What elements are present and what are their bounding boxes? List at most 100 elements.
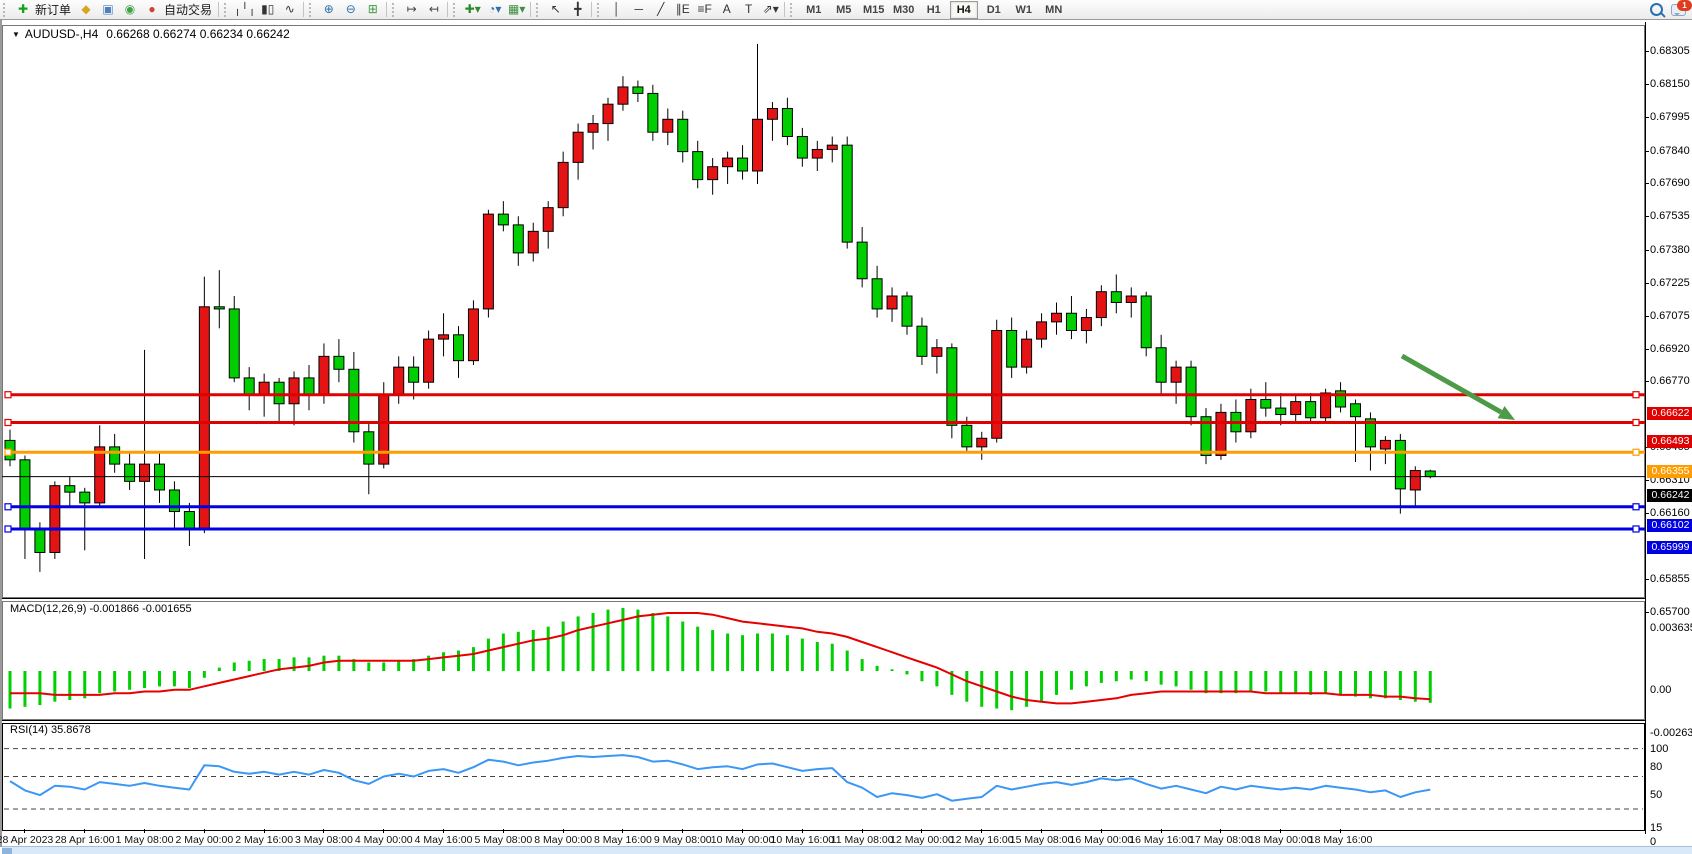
candle-body bbox=[378, 394, 390, 465]
timeframe-button-h1[interactable]: H1 bbox=[926, 3, 941, 16]
candle-body bbox=[991, 329, 1003, 439]
resistance-line-1[interactable] bbox=[4, 391, 1645, 399]
chart-window-icon[interactable]: ▣ bbox=[102, 2, 114, 16]
macd-bar bbox=[905, 671, 909, 675]
bar-chart-icon[interactable]: ╷╵╷ bbox=[234, 2, 256, 16]
fibonacci-icon[interactable]: ≡F bbox=[697, 2, 712, 16]
line-handle bbox=[1632, 391, 1640, 399]
scrollbar-thumb[interactable] bbox=[2, 848, 12, 854]
rsi-pane[interactable] bbox=[2, 723, 1645, 831]
toolbar-grip[interactable] bbox=[452, 2, 460, 17]
line-chart-icon[interactable]: ∿ bbox=[284, 2, 295, 16]
toolbar-grip[interactable] bbox=[308, 2, 316, 17]
macd-bar bbox=[770, 633, 774, 671]
candle-body bbox=[168, 489, 180, 513]
toolbar-separator bbox=[446, 2, 448, 17]
toolbar-grip[interactable] bbox=[535, 2, 543, 17]
auto-scroll-icon[interactable]: ↦ bbox=[406, 2, 417, 16]
candle-chart-icon[interactable]: ▮▯ bbox=[261, 2, 275, 16]
macd-bar bbox=[1204, 671, 1208, 694]
candle-body bbox=[198, 306, 210, 530]
candle-body bbox=[1364, 418, 1376, 448]
candle-body bbox=[453, 334, 464, 362]
shapes-icon[interactable]: ⇗▾ bbox=[762, 2, 779, 16]
toolbar-grip[interactable] bbox=[789, 2, 797, 17]
candle-body bbox=[423, 338, 435, 383]
price-chart-pane[interactable] bbox=[2, 25, 1645, 598]
candle-body bbox=[632, 86, 644, 94]
pivot-line-orange[interactable] bbox=[4, 448, 1645, 456]
timeframe-button-w1[interactable]: W1 bbox=[1015, 3, 1032, 16]
macd-pane[interactable] bbox=[2, 601, 1645, 720]
periods-icon[interactable]: ◔▾ bbox=[488, 2, 502, 16]
label-icon[interactable]: T bbox=[745, 2, 753, 16]
candle-body bbox=[811, 148, 823, 159]
vertical-line-icon[interactable]: │ bbox=[612, 2, 621, 16]
toolbar-grip[interactable] bbox=[3, 2, 10, 17]
toolbar-separator bbox=[218, 2, 220, 17]
toolbar-grip[interactable] bbox=[596, 2, 604, 17]
trend-arrow-annotation[interactable] bbox=[1400, 353, 1515, 420]
new-order-icon[interactable]: ✚ bbox=[17, 2, 29, 16]
search-icon[interactable] bbox=[1650, 3, 1663, 16]
candle-body bbox=[737, 157, 749, 172]
line-handle bbox=[4, 418, 12, 427]
candle-body bbox=[438, 334, 450, 340]
chart-shift-icon[interactable]: ↤ bbox=[428, 2, 439, 16]
quotes-icon[interactable]: ◆ bbox=[81, 2, 91, 16]
crosshair-icon[interactable]: ╋ bbox=[574, 2, 582, 16]
horizontal-scrollbar[interactable] bbox=[2, 846, 1692, 854]
autotrade-icon[interactable]: ● bbox=[148, 2, 156, 16]
support-line-1[interactable] bbox=[4, 503, 1645, 511]
toolbar-right-icons: 1 bbox=[1650, 0, 1692, 19]
signal-icon[interactable]: ◉ bbox=[124, 2, 136, 16]
symbol-dropdown-icon[interactable]: ▼ bbox=[12, 30, 20, 39]
resistance-line-2[interactable] bbox=[4, 418, 1645, 427]
timeframe-button-h4[interactable]: H4 bbox=[949, 0, 978, 19]
time-axis-label: 2 May 00:00 bbox=[175, 834, 234, 846]
cursor-icon[interactable]: ↖ bbox=[550, 2, 561, 16]
macd-bar bbox=[1069, 671, 1073, 690]
macd-bar bbox=[486, 638, 490, 671]
candle-body bbox=[1320, 392, 1332, 419]
toolbar-grip[interactable] bbox=[391, 2, 399, 17]
rsi-axis-label: 100 bbox=[1650, 742, 1669, 755]
time-axis-label: 4 May 00:00 bbox=[354, 834, 413, 846]
indicators-icon[interactable]: ✚▾ bbox=[464, 2, 481, 16]
time-axis-tick bbox=[323, 829, 324, 833]
zoom-in-icon[interactable]: ⊕ bbox=[323, 2, 334, 16]
macd-bar bbox=[1189, 671, 1193, 690]
candle-body bbox=[124, 463, 136, 482]
timeframe-button-mn[interactable]: MN bbox=[1045, 3, 1063, 16]
equidistant-channel-icon[interactable]: ∥E bbox=[675, 2, 690, 16]
zoom-out-icon[interactable]: ⊖ bbox=[345, 2, 356, 16]
chart-window[interactable]: ▼ AUDUSD-,H4 0.66268 0.66274 0.66234 0.662… bbox=[0, 19, 1692, 854]
new-order-label[interactable]: 新订单 bbox=[35, 3, 72, 17]
text-icon[interactable]: A bbox=[722, 2, 731, 16]
toolbar-grip[interactable] bbox=[224, 2, 231, 17]
templates-icon[interactable]: ▦▾ bbox=[508, 2, 526, 16]
candle-body bbox=[363, 431, 375, 465]
macd-bar bbox=[232, 662, 236, 671]
autotrade-label[interactable]: 自动交易 bbox=[164, 3, 213, 17]
macd-bar bbox=[262, 659, 266, 671]
timeframe-button-m1[interactable]: M1 bbox=[806, 3, 822, 16]
time-axis-tick bbox=[204, 829, 205, 833]
timeframe-button-m5[interactable]: M5 bbox=[836, 3, 852, 16]
timeframe-button-m15[interactable]: M15 bbox=[863, 3, 885, 16]
candle-body bbox=[901, 295, 913, 327]
time-axis-tick bbox=[682, 829, 683, 833]
axis-tick bbox=[1645, 216, 1649, 217]
chat-icon[interactable]: 1 bbox=[1671, 0, 1692, 16]
macd-bar bbox=[696, 626, 700, 671]
horizontal-line-icon[interactable]: ─ bbox=[634, 2, 643, 16]
support-line-2[interactable] bbox=[4, 525, 1645, 533]
tile-windows-icon[interactable]: ⊞ bbox=[367, 2, 378, 16]
timeframe-button-d1[interactable]: D1 bbox=[986, 3, 1001, 16]
candle-body bbox=[34, 528, 46, 553]
timeframe-button-m30[interactable]: M30 bbox=[893, 3, 915, 16]
line-handle bbox=[1632, 418, 1640, 427]
price-axis-tick-label: 0.67075 bbox=[1650, 309, 1690, 322]
trendline-icon[interactable]: ╱ bbox=[657, 2, 665, 16]
